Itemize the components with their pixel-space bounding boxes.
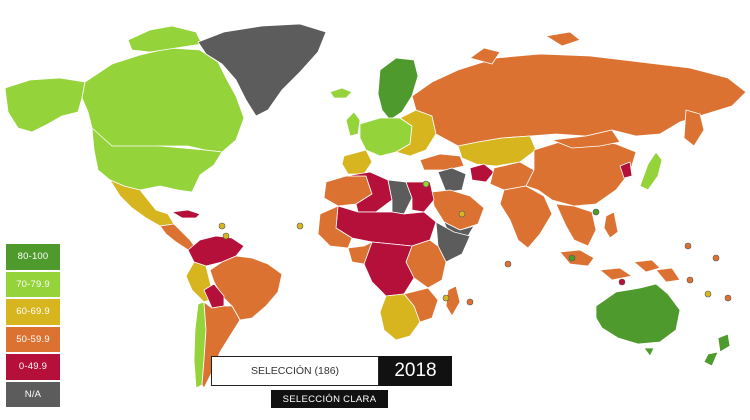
year-selector[interactable]: 2018 xyxy=(379,356,452,386)
region-mozambique[interactable] xyxy=(403,287,439,323)
island-dot[interactable] xyxy=(684,242,692,250)
region-turkey[interactable] xyxy=(419,153,465,171)
island-dot[interactable] xyxy=(686,276,694,284)
island-dot[interactable] xyxy=(618,278,626,286)
island-dot[interactable] xyxy=(466,298,474,306)
region-sahel[interactable] xyxy=(335,205,437,247)
island-dot[interactable] xyxy=(296,222,304,230)
legend-item-80-100[interactable]: 80-100 xyxy=(6,244,60,270)
island-dot[interactable] xyxy=(222,232,230,240)
clear-selection-button[interactable]: SELECCIÓN CLARA xyxy=(271,390,388,408)
region-southeast-asia[interactable] xyxy=(555,203,597,247)
region-kamchatka[interactable] xyxy=(683,109,705,147)
legend-item-70-79[interactable]: 70-79.9 xyxy=(6,271,60,297)
island-dot[interactable] xyxy=(568,254,576,262)
year-label: 2018 xyxy=(394,360,437,381)
region-west-africa[interactable] xyxy=(317,205,353,249)
region-alaska[interactable] xyxy=(4,77,86,133)
island-dot[interactable] xyxy=(724,294,732,302)
region-new-zealand[interactable] xyxy=(703,333,731,367)
region-iberia[interactable] xyxy=(341,149,373,175)
region-gulf-of-guinea[interactable] xyxy=(347,241,373,265)
region-north-korea[interactable] xyxy=(619,161,633,179)
island-dot[interactable] xyxy=(504,260,512,268)
region-canada[interactable] xyxy=(81,47,245,153)
legend-item-na[interactable]: N/A xyxy=(6,381,60,407)
region-caribbean[interactable] xyxy=(171,209,201,219)
region-mexico[interactable] xyxy=(109,179,175,227)
region-iraq-syria[interactable] xyxy=(437,167,467,193)
island-dot[interactable] xyxy=(218,222,226,230)
region-australia[interactable] xyxy=(595,283,681,345)
region-bolivia[interactable] xyxy=(203,283,225,309)
region-iceland[interactable] xyxy=(329,87,353,99)
region-papua-new-guinea[interactable] xyxy=(655,267,681,283)
region-arabia[interactable] xyxy=(431,189,485,231)
island-dot[interactable] xyxy=(592,208,600,216)
selection-count-button[interactable]: SELECCIÓN (186) xyxy=(211,356,379,386)
region-tasmania[interactable] xyxy=(643,347,655,357)
region-madagascar[interactable] xyxy=(445,285,461,317)
region-central-america[interactable] xyxy=(159,223,197,251)
legend-item-50-59[interactable]: 50-59.9 xyxy=(6,326,60,352)
region-russia-arctic[interactable] xyxy=(469,31,581,65)
region-indonesia[interactable] xyxy=(559,249,661,281)
island-dot[interactable] xyxy=(712,254,720,262)
region-india[interactable] xyxy=(499,185,553,249)
region-brazil[interactable] xyxy=(209,255,283,321)
island-dot[interactable] xyxy=(704,290,712,298)
legend-item-60-69[interactable]: 60-69.9 xyxy=(6,299,60,325)
region-japan[interactable] xyxy=(639,151,663,191)
region-mongolia[interactable] xyxy=(551,129,621,149)
island-dot[interactable] xyxy=(442,294,450,302)
region-canada-arctic[interactable] xyxy=(127,25,203,53)
region-philippines[interactable] xyxy=(603,211,619,239)
island-dot[interactable] xyxy=(422,180,430,188)
clear-selection-label: SELECCIÓN CLARA xyxy=(282,393,377,405)
selection-count-label: SELECCIÓN (186) xyxy=(250,365,340,377)
legend-item-0-49[interactable]: 0-49.9 xyxy=(6,354,60,380)
region-central-africa[interactable] xyxy=(363,241,415,297)
legend: 80-100 70-79.9 60-69.9 50-59.9 0-49.9 N/… xyxy=(6,244,60,409)
region-greenland[interactable] xyxy=(197,23,327,117)
region-kazakhstan[interactable] xyxy=(457,135,537,167)
region-scandinavia[interactable] xyxy=(377,57,419,121)
region-turkmenistan[interactable] xyxy=(469,163,495,183)
island-dot[interactable] xyxy=(458,210,466,218)
region-usa[interactable] xyxy=(91,127,223,193)
region-uk[interactable] xyxy=(345,111,361,137)
